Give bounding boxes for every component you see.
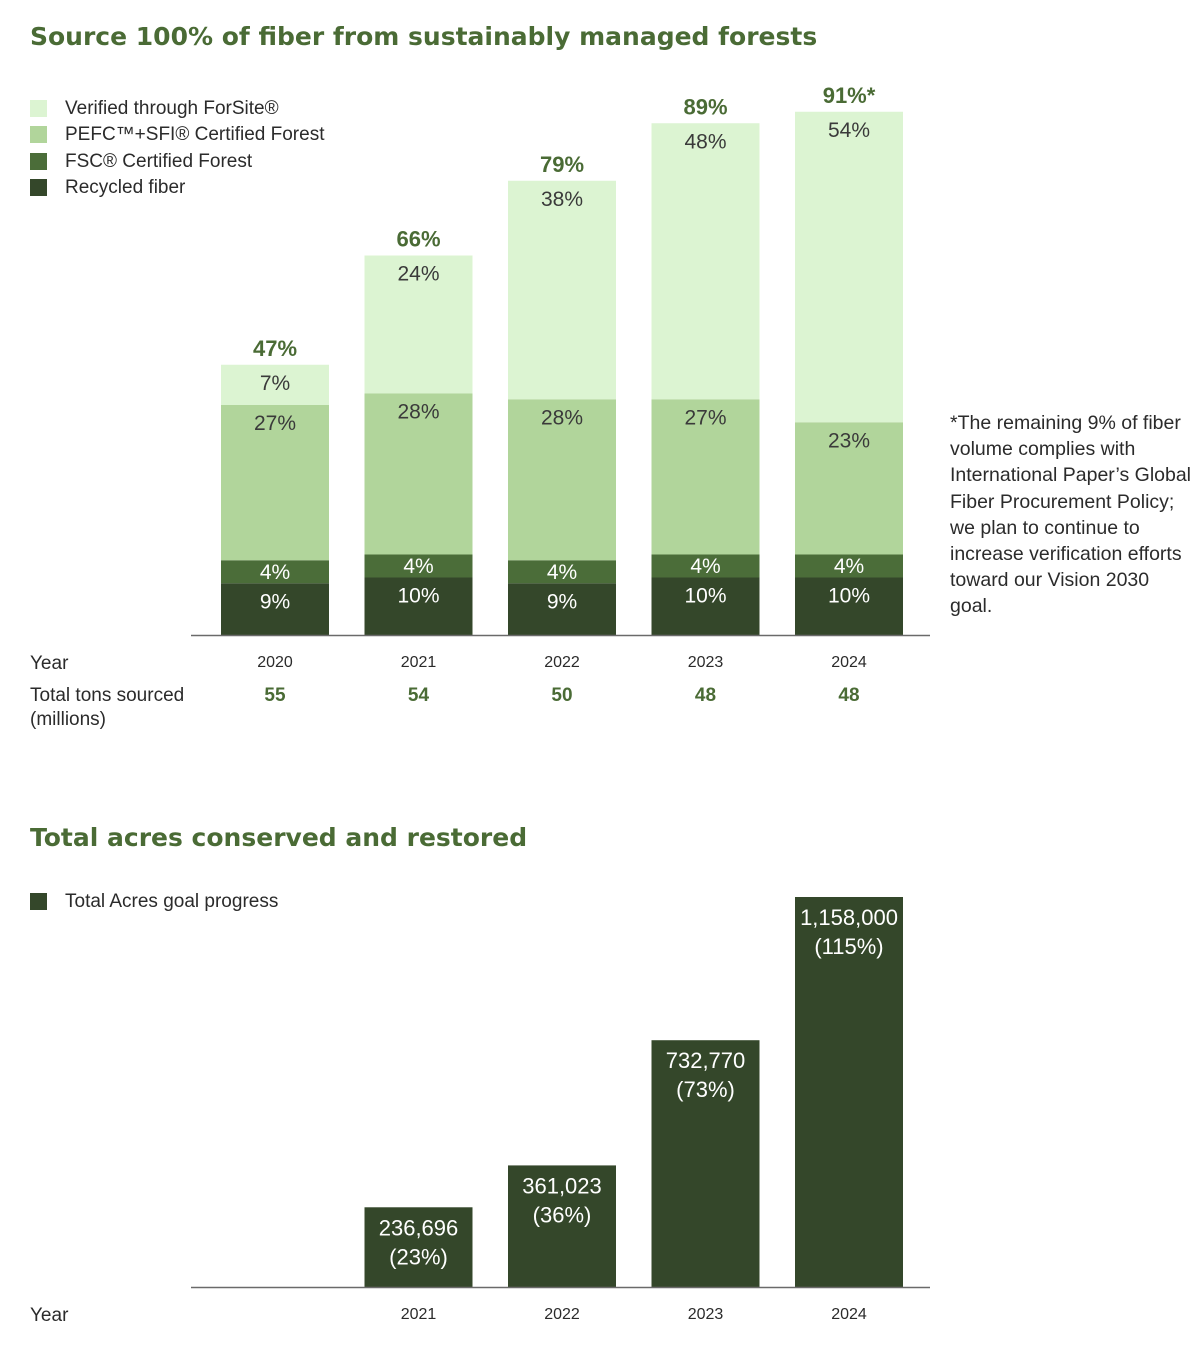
tons-value-2020: 55 <box>264 685 286 706</box>
chart1-legend: Verified through ForSite® PEFC™+SFI® Cert… <box>30 99 324 204</box>
segment-label: 10% <box>828 585 870 608</box>
segment-label: 27% <box>254 412 296 435</box>
legend-item-recycled-fiber: Recycled fiber <box>30 176 324 204</box>
legend-item-fsc-certified-forest: FSC® Certified Forest <box>30 150 324 178</box>
segment-label: 4% <box>260 561 290 584</box>
segment-label: 28% <box>541 406 583 429</box>
acres-bar-2023 <box>651 1040 760 1287</box>
bar-segment-recycled-fiber-2021 <box>364 577 473 635</box>
acres-bar-2024 <box>795 897 903 1287</box>
acres-value-label-2022: 361,023 <box>522 1173 602 1198</box>
segment-label: 4% <box>690 555 720 578</box>
year-tick-2021: 2021 <box>401 1306 437 1323</box>
tons-value-2022: 50 <box>551 685 572 706</box>
bar-segment-verified-through-forsite-2023 <box>651 123 760 400</box>
segment-label: 10% <box>397 585 439 608</box>
segment-label: 48% <box>684 130 726 153</box>
bar-segment-recycled-fiber-2020 <box>221 583 329 635</box>
bar-segment-recycled-fiber-2022 <box>508 583 616 635</box>
bar-segment-pefc-sfi-certified-forest-2020 <box>221 405 329 561</box>
bar-segment-verified-through-forsite-2024 <box>795 111 903 423</box>
legend-swatch <box>30 100 47 117</box>
segment-label: 54% <box>828 119 870 142</box>
total-label-2024: 91%* <box>823 83 876 108</box>
year-tick-2021: 2021 <box>401 654 437 671</box>
segment-label: 38% <box>541 188 583 211</box>
chart1-xlabel: Year <box>30 653 69 674</box>
legend-label: PEFC™+SFI® Certified Forest <box>65 124 325 146</box>
bar-segment-verified-through-forsite-2020 <box>221 364 329 405</box>
tons-value-2021: 54 <box>408 685 430 706</box>
segment-label: 9% <box>260 590 290 613</box>
year-tick-2024: 2024 <box>831 654 867 671</box>
year-tick-2023: 2023 <box>688 654 724 671</box>
chart2-xlabel: Year <box>30 1305 69 1326</box>
bar-segment-verified-through-forsite-2022 <box>508 180 616 400</box>
bar-segment-verified-through-forsite-2021 <box>364 255 473 394</box>
segment-label: 24% <box>397 263 439 286</box>
segment-label: 4% <box>403 555 433 578</box>
chart1-tons-label: Total tons sourced (millions) <box>30 685 185 730</box>
bar-segment-pefc-sfi-certified-forest-2021 <box>364 393 473 555</box>
tons-value-2023: 48 <box>695 685 716 706</box>
bar-segment-fsc-certified-forest-2021 <box>364 554 473 578</box>
acres-percent-label-2021: (23%) <box>389 1244 448 1269</box>
total-label-2021: 66% <box>396 227 440 252</box>
year-tick-2020: 2020 <box>257 654 293 671</box>
legend-swatch <box>30 178 47 196</box>
year-tick-2022: 2022 <box>544 654 580 671</box>
segment-label: 4% <box>834 555 864 578</box>
segment-label: 10% <box>684 585 726 608</box>
chart1-title: Source 100% of fiber from sustainably ma… <box>30 22 818 51</box>
total-label-2020: 47% <box>253 336 297 361</box>
acres-value-label-2021: 236,696 <box>379 1215 459 1240</box>
total-label-2023: 89% <box>683 94 727 119</box>
legend-swatch <box>30 893 47 910</box>
chart2-title: Total acres conserved and restored <box>30 823 528 852</box>
acres-bar-2021 <box>364 1207 473 1287</box>
bar-segment-recycled-fiber-2023 <box>651 577 760 635</box>
total-label-2022: 79% <box>540 152 584 177</box>
acres-value-label-2024: 1,158,000 <box>800 905 898 930</box>
acres-bar-2022 <box>508 1165 616 1287</box>
legend-label: FSC® Certified Forest <box>65 150 253 172</box>
legend-swatch <box>30 152 47 170</box>
chart1-plot: 9% 4% 27% 7% 47% 2020 55 10% 4% 28% 24% 66% 2021 54 9%… <box>191 83 930 706</box>
bar-segment-recycled-fiber-2024 <box>795 577 903 635</box>
year-tick-2024: 2024 <box>831 1306 867 1323</box>
bar-segment-pefc-sfi-certified-forest-2024 <box>795 422 903 555</box>
segment-label: 28% <box>397 401 439 424</box>
segment-label: 7% <box>260 372 290 395</box>
segment-label: 23% <box>828 429 870 452</box>
year-tick-2022: 2022 <box>544 1306 580 1323</box>
bar-segment-fsc-certified-forest-2023 <box>651 554 760 578</box>
acres-percent-label-2022: (36%) <box>533 1202 592 1227</box>
legend-label: Total Acres goal progress <box>65 891 279 912</box>
chart1-footnote: *The remaining 9% of fiber volume compli… <box>950 412 1192 618</box>
legend-item-verified-through-forsite: Verified through ForSite® <box>30 99 324 125</box>
legend-label: Recycled fiber <box>65 176 186 198</box>
segment-label: 9% <box>547 590 577 613</box>
legend-swatch <box>30 126 47 144</box>
bar-segment-fsc-certified-forest-2024 <box>795 554 903 578</box>
acres-percent-label-2023: (73%) <box>676 1077 735 1102</box>
chart2-legend: Total Acres goal progress <box>30 892 278 918</box>
bar-segment-fsc-certified-forest-2020 <box>221 560 329 584</box>
bar-segment-pefc-sfi-certified-forest-2022 <box>508 399 616 561</box>
segment-label: 4% <box>547 561 577 584</box>
year-tick-2023: 2023 <box>688 1306 724 1323</box>
legend-label: Verified through ForSite® <box>65 98 279 119</box>
tons-value-2024: 48 <box>838 685 859 706</box>
legend-item-pefc-sfi-certified-forest: PEFC™+SFI® Certified Forest <box>30 125 324 151</box>
segment-label: 27% <box>684 406 726 429</box>
acres-value-label-2023: 732,770 <box>666 1048 746 1073</box>
bar-segment-pefc-sfi-certified-forest-2023 <box>651 399 760 555</box>
bar-segment-fsc-certified-forest-2022 <box>508 560 616 584</box>
acres-percent-label-2024: (115%) <box>814 934 883 959</box>
legend-item-total-acres-goal-progress: Total Acres goal progress <box>30 892 278 918</box>
